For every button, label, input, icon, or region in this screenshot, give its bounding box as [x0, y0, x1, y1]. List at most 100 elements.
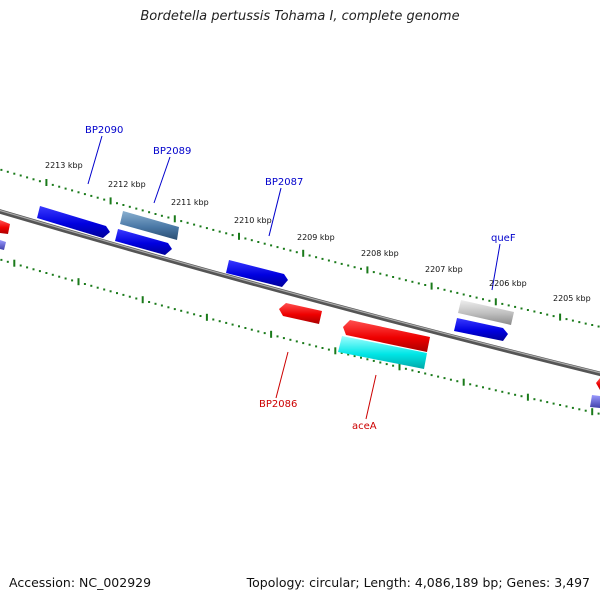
- outer-scale-minor-tick: [552, 315, 555, 318]
- outer-scale-minor-tick: [308, 254, 311, 257]
- outer-scale-minor-tick: [385, 274, 388, 277]
- outer-scale-minor-tick: [167, 216, 170, 219]
- gene-label-BP2090[interactable]: BP2090: [85, 125, 123, 136]
- outer-scale-minor-tick: [411, 280, 414, 283]
- inner-scale-minor-tick: [51, 273, 54, 276]
- inner-scale-minor-tick: [19, 264, 22, 267]
- outer-scale-minor-tick: [443, 288, 446, 291]
- outer-scale-minor-tick: [340, 262, 343, 265]
- outer-scale-track: [0, 168, 600, 328]
- outer-scale-minor-tick: [250, 239, 253, 242]
- gene-right-edge-arrow-2[interactable]: [590, 395, 600, 408]
- inner-scale-minor-tick: [443, 377, 446, 380]
- gene-label-BP2087[interactable]: BP2087: [265, 177, 303, 188]
- outer-scale-minor-tick: [199, 225, 202, 228]
- outer-scale-minor-tick: [392, 276, 395, 278]
- gene-queF-arrow[interactable]: [458, 300, 514, 325]
- inner-scale-minor-tick: [6, 260, 9, 263]
- inner-scale-minor-tick: [186, 311, 189, 314]
- leader-queF: [491, 243, 501, 291]
- outer-scale-minor-tick: [148, 211, 151, 214]
- gene-right-edge-arrow[interactable]: [596, 378, 600, 390]
- outer-scale-minor-tick: [404, 279, 407, 282]
- outer-scale-minor-tick: [26, 176, 29, 179]
- outer-scale-minor-tick: [449, 290, 452, 293]
- gene-label-BP2089[interactable]: BP2089: [153, 146, 191, 157]
- outer-scale-minor-tick: [372, 271, 375, 274]
- inner-scale-minor-tick: [507, 392, 510, 395]
- inner-scale-major-tick: [13, 259, 16, 267]
- inner-scale-minor-tick: [469, 383, 472, 386]
- inner-scale-minor-tick: [456, 380, 459, 383]
- inner-scale-minor-tick: [244, 327, 247, 329]
- outer-scale-minor-tick: [398, 277, 401, 280]
- inner-scale-major-tick: [270, 330, 273, 338]
- outer-scale-minor-tick: [71, 189, 74, 192]
- outer-scale-minor-tick: [103, 198, 106, 201]
- inner-scale-minor-tick: [160, 304, 163, 307]
- outer-scale-minor-tick: [0, 168, 3, 171]
- outer-scale-minor-tick: [327, 259, 330, 262]
- gene-aceA-upper-arrow[interactable]: [343, 320, 430, 352]
- inner-scale-minor-tick: [571, 406, 574, 409]
- outer-scale-minor-tick: [270, 244, 273, 247]
- gene-left-edge-arrow[interactable]: [0, 220, 10, 234]
- outer-scale-minor-tick: [257, 241, 260, 243]
- inner-scale-major-tick: [334, 347, 337, 355]
- outer-scale-minor-tick: [13, 172, 16, 175]
- outer-scale-minor-tick: [154, 213, 157, 215]
- inner-scale-minor-tick: [295, 340, 298, 343]
- inner-scale-major-tick: [526, 393, 529, 401]
- tick-label-2207: 2207 kbp: [425, 265, 463, 274]
- gene-aceA-arrow[interactable]: [338, 336, 427, 369]
- gene-BP2089-arrow[interactable]: [120, 211, 179, 240]
- inner-scale-minor-tick: [449, 378, 452, 381]
- outer-scale-minor-tick: [225, 232, 228, 235]
- gene-queF-adjacent-arrow[interactable]: [454, 318, 508, 341]
- leader-BP2086: [275, 351, 289, 399]
- inner-scale-minor-tick: [360, 356, 362, 359]
- gene-BP2090-arrow[interactable]: [37, 206, 110, 238]
- outer-scale-major-tick: [302, 249, 305, 257]
- outer-scale-minor-tick: [90, 194, 93, 197]
- outer-scale-minor-tick: [141, 209, 144, 212]
- inner-scale-minor-tick: [225, 321, 228, 324]
- outer-scale-minor-tick: [128, 205, 131, 208]
- gene-label-BP2086[interactable]: BP2086: [259, 399, 297, 410]
- inner-scale-minor-tick: [552, 402, 555, 405]
- inner-scale-minor-tick: [437, 375, 440, 378]
- inner-scale-minor-tick: [257, 330, 260, 333]
- outer-scale-minor-tick: [475, 296, 478, 299]
- inner-scale-minor-tick: [289, 338, 292, 341]
- gene-BP2088-arrow[interactable]: [115, 229, 172, 255]
- inner-scale-minor-tick: [122, 293, 125, 296]
- inner-scale-minor-tick: [231, 323, 234, 326]
- outer-scale-minor-tick: [231, 234, 234, 237]
- gene-left-edge-arrow-2[interactable]: [0, 240, 6, 250]
- inner-scale-minor-tick: [103, 288, 106, 291]
- inner-scale-minor-tick: [539, 399, 542, 402]
- outer-scale-minor-tick: [571, 319, 574, 322]
- gene-label-queF[interactable]: queF: [491, 233, 516, 244]
- tick-label-2213: 2213 kbp: [45, 161, 83, 170]
- outer-scale-minor-tick: [526, 309, 529, 311]
- outer-scale-major-tick: [238, 232, 240, 240]
- gene-BP2087-arrow[interactable]: [226, 260, 288, 287]
- gene-BP2086-arrow[interactable]: [279, 303, 322, 324]
- inner-scale-minor-tick: [340, 351, 343, 354]
- inner-scale-minor-tick: [559, 404, 562, 406]
- inner-scale-minor-tick: [482, 386, 484, 389]
- accession-label: Accession: NC_002929: [9, 575, 152, 590]
- outer-scale-minor-tick: [83, 193, 86, 196]
- outer-scale-minor-tick: [19, 174, 22, 177]
- outer-scale-minor-tick: [321, 257, 324, 260]
- inner-scale-minor-tick: [135, 297, 138, 300]
- outer-scale-minor-tick: [244, 237, 247, 240]
- outer-scale-major-tick: [559, 313, 562, 321]
- outer-scale-minor-tick: [77, 191, 80, 194]
- outer-scale-minor-tick: [462, 293, 465, 296]
- gene-label-aceA[interactable]: aceA: [352, 421, 377, 432]
- inner-scale-minor-tick: [488, 387, 491, 390]
